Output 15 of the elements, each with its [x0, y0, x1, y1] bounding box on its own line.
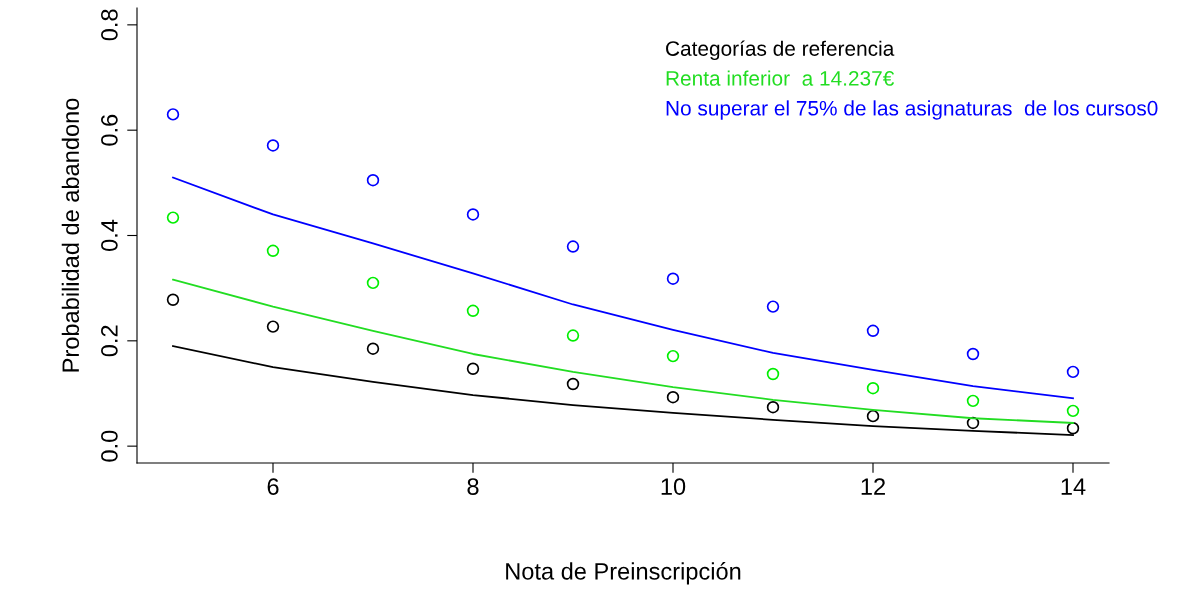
y-tick-label: 0.6	[101, 114, 118, 146]
y-tick-label: 0.4	[101, 219, 118, 251]
y-tick-label: 0.0	[101, 430, 118, 462]
text: Categorías de referencia	[666, 40, 895, 61]
x-tick-label: 8	[467, 478, 479, 495]
text: No superar el 75% de las asignaturas de los cursos0	[666, 100, 1158, 120]
y-tick-label: 0.2	[101, 325, 118, 357]
y-tick-label: 0.8	[101, 9, 118, 41]
x-tick-label: 14	[1061, 478, 1086, 495]
text: Renta inferior a 14.237€	[666, 70, 895, 86]
x-tick-label: 12	[861, 478, 885, 495]
x-tick-label: 10	[661, 478, 686, 495]
x-tick-label: 6	[267, 478, 279, 495]
x-axis-title: Nota de Preinscripción	[506, 562, 741, 585]
y-axis-title: Probabilidad de abandono	[61, 98, 80, 372]
